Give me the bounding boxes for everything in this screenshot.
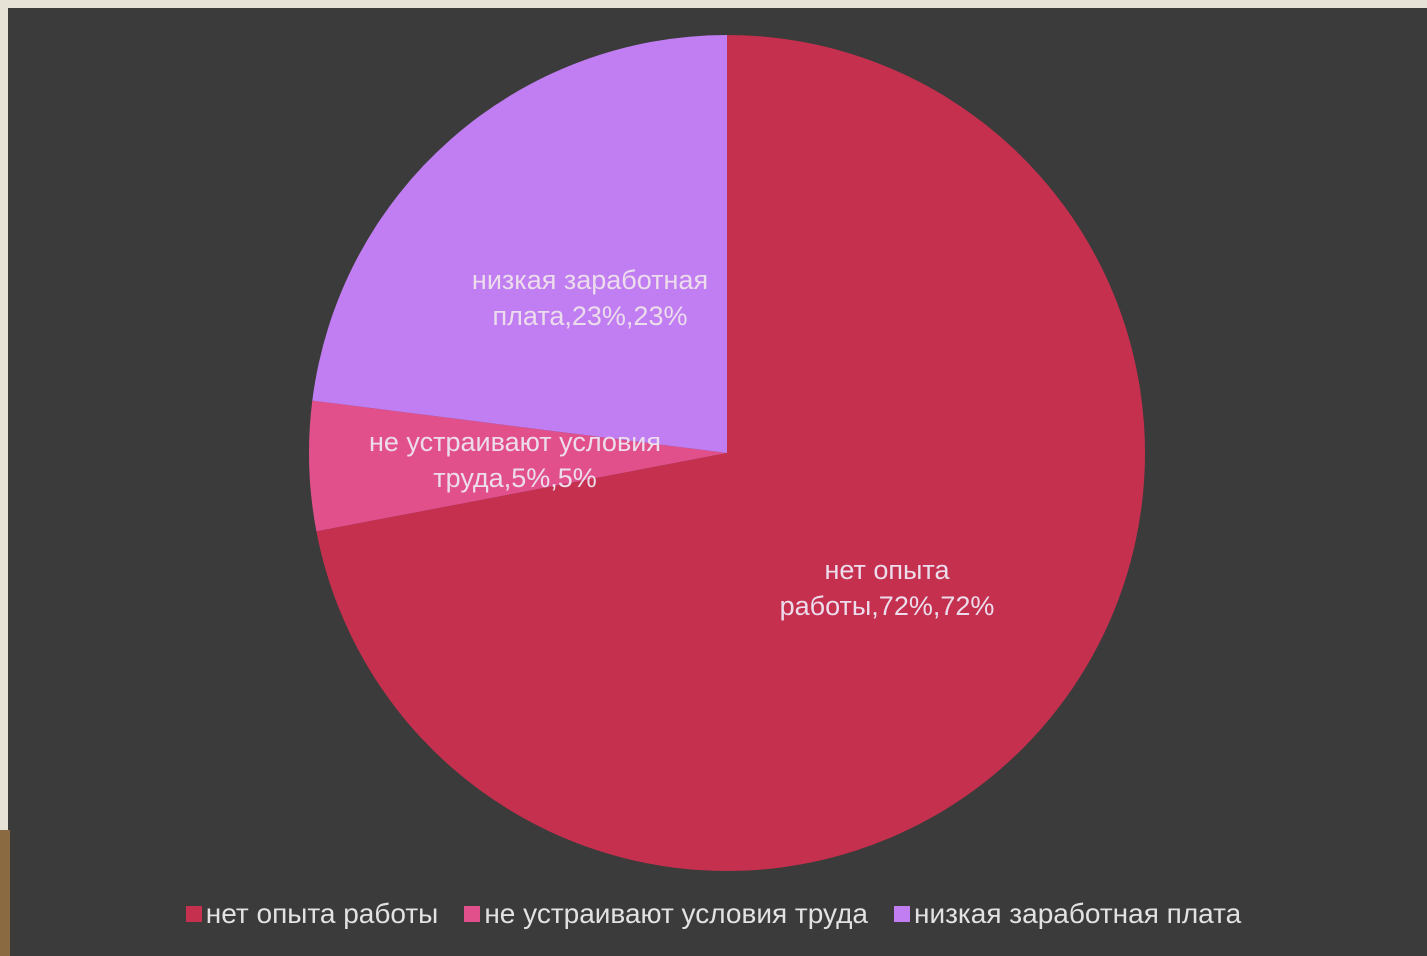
legend-item: низкая заработная плата [893,898,1242,930]
legend-item: не устраивают условия труда [464,898,868,930]
data-label: низкая заработная плата,23%,23% [471,265,709,331]
legend-swatch [464,906,481,922]
pie-slice [312,35,727,453]
pie-slice [316,35,1145,871]
data-label: нет опыта работы,72%,72% [779,555,995,621]
legend-swatch [893,906,910,922]
legend-label: не устраивают условия труда [484,898,868,929]
pie-slice [309,400,727,532]
legend-item: нет опыта работы [185,898,439,930]
legend-label: нет опыта работы [205,898,439,929]
data-label: не устраивают условия труда,5%,5% [368,427,661,493]
legend: нет опыта работы не устраивают условия тр… [0,898,1427,930]
legend-label: низкая заработная плата [913,898,1242,929]
background-corner [0,830,10,956]
legend-swatch [185,906,202,922]
